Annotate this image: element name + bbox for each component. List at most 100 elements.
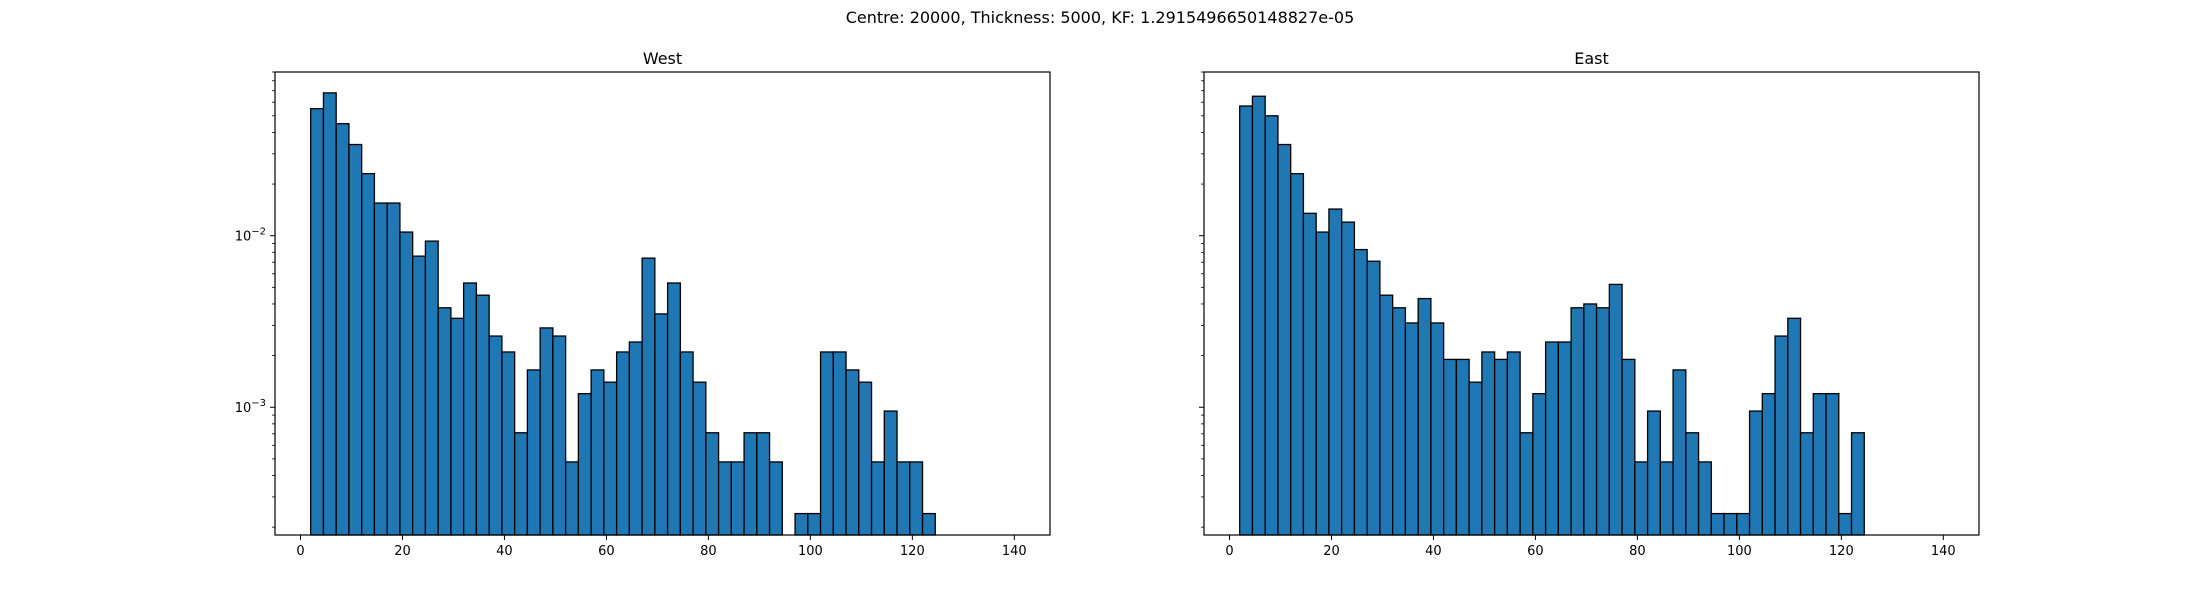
histogram-bar [1761, 393, 1776, 536]
histogram-bar [399, 231, 414, 536]
histogram-bar [1774, 335, 1789, 536]
histogram-bar [1532, 393, 1547, 536]
histogram-bar [845, 369, 860, 536]
histogram-bar [1799, 432, 1814, 536]
histogram-bar [1608, 283, 1623, 536]
histogram-bar [1404, 322, 1419, 536]
histogram-bar [1392, 307, 1407, 536]
x-tick-label: 80 [1629, 544, 1646, 559]
histogram-bar [373, 202, 388, 536]
x-tick-label: 0 [1225, 544, 1233, 559]
y-tick-label: 10−2 [235, 227, 266, 245]
histogram-bar [768, 461, 783, 536]
histogram-bar [437, 307, 452, 536]
histogram-bar [1493, 358, 1509, 536]
histogram-bar [1277, 143, 1292, 536]
histogram-bar [1710, 512, 1725, 536]
histogram-bar [1812, 393, 1827, 536]
histogram-bar [1506, 351, 1521, 536]
histogram-bar [1366, 260, 1381, 536]
histogram-bar [1341, 221, 1356, 536]
histogram-bar [539, 327, 554, 536]
histogram-bar [501, 351, 516, 536]
subplot-west: West 0 20 40 60 80 100 120 140 10−2 10−3 [235, 49, 1051, 559]
histogram-bar [896, 461, 911, 536]
histogram-bar [1442, 358, 1458, 536]
histogram-bar [858, 381, 873, 536]
histogram-bar [1850, 432, 1865, 536]
histogram-bar [1519, 432, 1534, 536]
histogram-bar [386, 202, 401, 536]
axes-frame [1203, 71, 1980, 536]
histogram-bar [717, 461, 732, 536]
histogram-bar [526, 369, 541, 536]
histogram-bar [552, 335, 567, 536]
x-tick-label: 60 [1527, 544, 1544, 559]
histogram-bar [1570, 307, 1585, 536]
histogram-bar [1544, 341, 1560, 536]
histogram-bar [463, 282, 478, 536]
histogram-bar [1481, 351, 1496, 536]
histogram-bar [577, 393, 592, 536]
histogram-bar [1825, 393, 1840, 536]
histogram-bar [679, 351, 694, 536]
histogram-bar [730, 461, 745, 536]
histogram-bar [348, 143, 363, 536]
x-tick-label: 140 [1002, 544, 1027, 559]
histogram-bar [310, 108, 325, 536]
histogram-bar [1672, 369, 1687, 536]
figure-suptitle: Centre: 20000, Thickness: 5000, KF: 1.29… [845, 8, 1355, 27]
histogram-bar [450, 317, 465, 536]
x-tick-label: 100 [1727, 544, 1752, 559]
histogram-bar [1748, 410, 1763, 536]
histogram-bar [1659, 461, 1674, 536]
histogram-bar [1723, 512, 1738, 536]
histogram-bar [1736, 512, 1751, 536]
histogram-bar [909, 461, 924, 536]
axes-title: West [643, 49, 682, 68]
histogram-bar [603, 381, 618, 536]
x-tick-label: 120 [1829, 544, 1854, 559]
histogram-bar [654, 313, 669, 536]
histogram-bar [1595, 307, 1610, 536]
x-tick-label: 20 [1323, 544, 1340, 559]
histogram-bar [1251, 95, 1266, 536]
x-tick-label: 80 [700, 544, 717, 559]
histogram-bar [1455, 358, 1470, 536]
histogram-bar [794, 512, 809, 536]
histogram-bar [513, 432, 529, 536]
histogram-bar [628, 341, 643, 536]
histogram-bar [1379, 294, 1394, 536]
histogram-bar [1838, 512, 1853, 536]
histogram-bar [1302, 212, 1317, 536]
x-tick-label: 140 [1931, 544, 1956, 559]
histogram-bar [1621, 358, 1636, 536]
histogram-bar [1353, 248, 1368, 536]
x-tick-label: 40 [496, 544, 513, 559]
histogram-bar [666, 282, 681, 536]
x-tick-label: 100 [798, 544, 823, 559]
y-tick-label: 10−3 [235, 398, 266, 416]
subplot-east: East 0 20 40 60 80 100 120 140 [1199, 49, 1980, 559]
histogram-bar [756, 432, 771, 536]
histogram-bar [488, 335, 503, 536]
histogram-bar [1697, 461, 1712, 536]
x-tick-label: 60 [598, 544, 615, 559]
histogram-bar [424, 240, 439, 536]
histogram-bar [564, 461, 580, 536]
histogram-bar [1468, 381, 1483, 536]
x-tick-label: 20 [394, 544, 411, 559]
axes-frame [274, 71, 1051, 536]
histogram-bar [1328, 208, 1343, 536]
histogram-bar [361, 172, 376, 536]
histogram-bar [819, 351, 834, 536]
histogram-bar [641, 257, 656, 536]
histogram-bar [412, 255, 427, 536]
x-tick-label: 120 [900, 544, 925, 559]
x-tick-label: 0 [296, 544, 304, 559]
histogram-bar [832, 351, 847, 536]
histogram-bar [1685, 432, 1700, 536]
histogram-bar [1646, 410, 1661, 536]
